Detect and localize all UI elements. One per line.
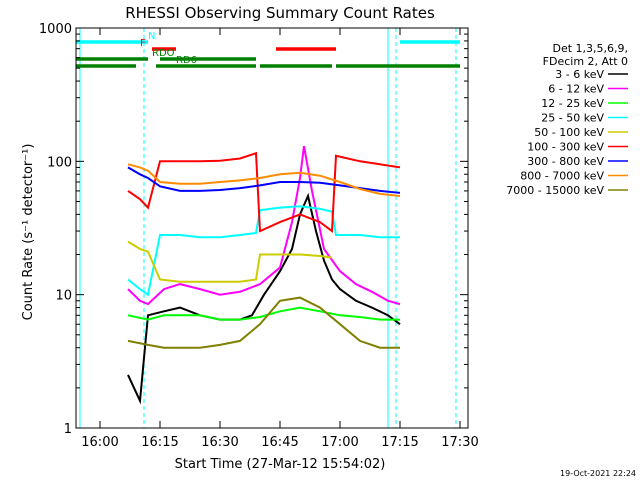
series-line	[127, 151, 401, 234]
y-axis-label: Count Rate (s⁻¹ detector⁻¹)	[21, 144, 36, 321]
x-tick-label: 16:30	[201, 435, 238, 450]
x-tick-label: 17:00	[321, 435, 358, 450]
plot-frame	[75, 27, 469, 429]
series-line	[127, 166, 401, 194]
series-lines	[127, 145, 401, 405]
series-line	[127, 240, 333, 283]
series-line	[127, 163, 401, 197]
series-line	[127, 145, 401, 306]
legend-entry: 25 - 50 keV	[541, 112, 604, 125]
axis-ticks: 16:00 16:15 16:30 16:45 17:00 17:15 17:30 1 10 10…	[39, 22, 479, 450]
y-tick-label: 1	[64, 422, 72, 437]
x-axis-label: Start Time (27-Mar-12 15:54:02)	[175, 457, 386, 472]
x-tick-label: 17:15	[381, 435, 418, 450]
series-line	[127, 205, 400, 297]
flag-label: RD6	[176, 55, 197, 66]
legend-header: FDecim 2, Att 0	[543, 55, 628, 68]
y-tick-label: 10	[55, 289, 72, 304]
legend-entry: 3 - 6 keV	[555, 68, 604, 81]
x-tick-label: 16:45	[261, 435, 298, 450]
series-line	[127, 296, 400, 349]
legend-entry: 50 - 100 keV	[534, 126, 604, 139]
flag-label: RDO	[152, 48, 175, 59]
y-tick-label: 1000	[39, 22, 72, 37]
series-line	[127, 306, 400, 321]
flag-label: N	[148, 31, 155, 42]
x-tick-label: 16:00	[81, 435, 118, 450]
chart-title: RHESSI Observing Summary Count Rates	[125, 4, 435, 22]
legend-entry: 12 - 25 keV	[541, 97, 604, 110]
legend: Det 1,3,5,6,9,FDecim 2, Att 03 - 6 keV 6 …	[506, 42, 628, 197]
legend-entry: 300 - 800 keV	[527, 155, 604, 168]
legend-entry: 6 - 12 keV	[548, 83, 604, 96]
legend-header: Det 1,3,5,6,9,	[552, 42, 628, 55]
legend-entry: 7000 - 15000 keV	[506, 184, 604, 197]
series-line	[127, 192, 401, 405]
y-tick-label: 100	[47, 155, 72, 170]
timestamp: 19-Oct-2021 22:24	[560, 469, 636, 478]
x-tick-label: 16:15	[141, 435, 178, 450]
legend-entry: 800 - 7000 keV	[520, 170, 604, 183]
flag-label: F	[140, 38, 146, 49]
x-tick-label: 17:30	[441, 435, 478, 450]
legend-entry: 100 - 300 keV	[527, 141, 604, 154]
